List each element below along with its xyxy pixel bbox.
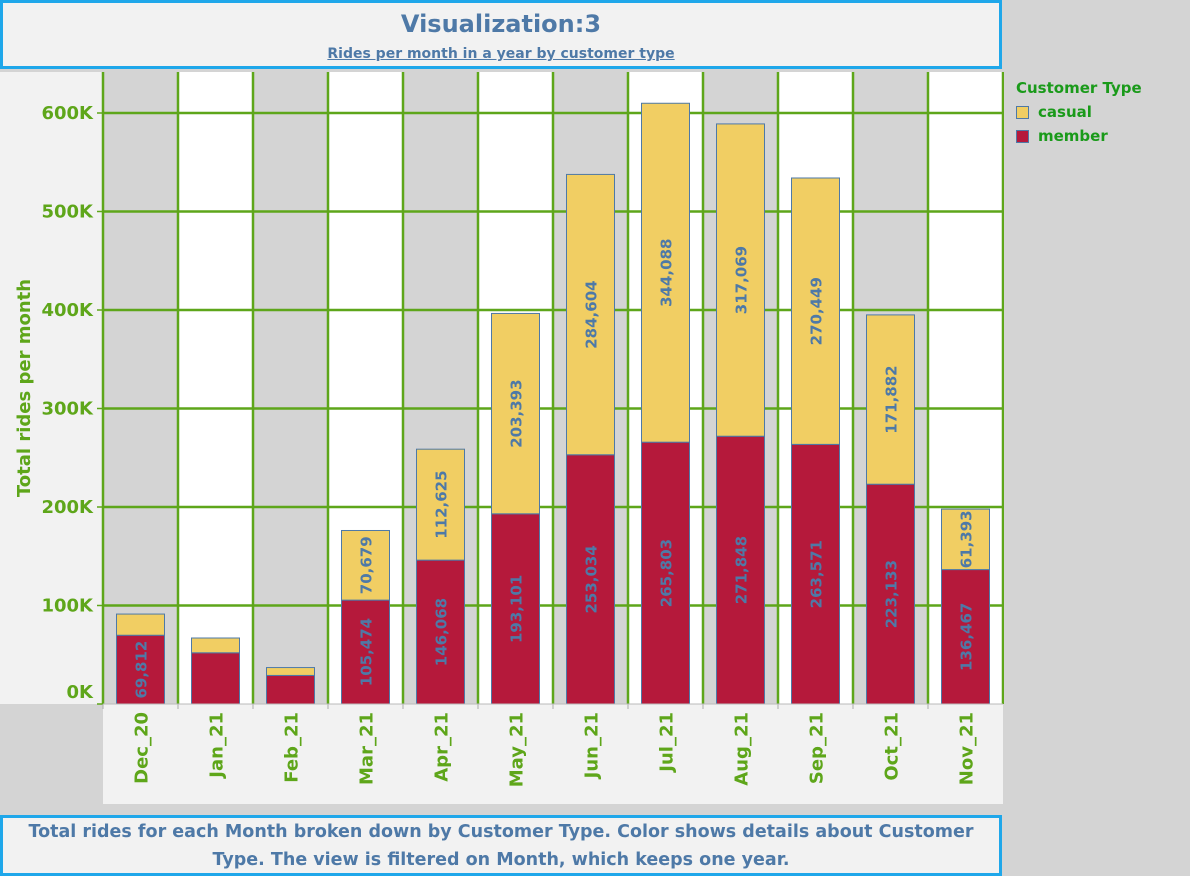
x-tick-label: Oct_21 [882, 712, 903, 781]
caption-panel: Total rides for each Month broken down b… [0, 815, 1002, 876]
data-label-member: 271,848 [733, 536, 751, 604]
data-label-casual: 203,393 [508, 379, 526, 447]
data-label-member: 253,034 [583, 545, 601, 613]
bar-casual [866, 314, 915, 485]
x-tick-label: Nov_21 [957, 712, 978, 785]
data-label-member: 263,571 [808, 540, 826, 608]
data-label-member: 265,803 [658, 539, 676, 607]
bar-casual [941, 508, 990, 571]
bar-casual [641, 102, 690, 443]
data-label-member: 146,068 [433, 598, 451, 666]
column-band [253, 72, 328, 704]
x-axis-panel [103, 704, 1003, 804]
data-label-casual: 284,604 [583, 280, 601, 348]
bar-member [341, 599, 390, 705]
legend-swatch-casual [1016, 105, 1029, 119]
page-subtitle[interactable]: Rides per month in a year by customer ty… [327, 46, 675, 62]
data-label-casual: 317,069 [733, 246, 751, 314]
x-tick-label: Jan_21 [207, 712, 228, 780]
bar-casual [416, 448, 465, 561]
bar-member [791, 443, 840, 705]
bar-member [641, 441, 690, 705]
x-tick-label: May_21 [507, 712, 528, 787]
data-label-casual: 344,088 [658, 239, 676, 307]
bar-member [941, 569, 990, 705]
x-tick-label: Mar_21 [357, 712, 378, 785]
legend-item-member[interactable]: member [1016, 127, 1142, 145]
bar-casual [266, 667, 315, 676]
bar-casual [491, 312, 540, 515]
y-tick-label: 400K [41, 300, 94, 321]
data-label-casual: 112,625 [433, 470, 451, 538]
legend-item-casual[interactable]: casual [1016, 103, 1142, 121]
x-tick-label: Aug_21 [732, 712, 753, 786]
column-band [178, 72, 253, 704]
caption-text: Total rides for each Month broken down b… [28, 821, 974, 870]
bar-casual [191, 637, 240, 654]
y-axis-title: Total rides per month [14, 279, 35, 497]
legend: Customer Type casual member [1016, 79, 1142, 145]
bar-member [191, 652, 240, 705]
y-axis-panel [0, 72, 103, 704]
bar-casual [716, 123, 765, 437]
data-label-casual: 270,449 [808, 277, 826, 345]
x-tick-label: Sep_21 [807, 712, 828, 784]
data-label-member: 223,133 [883, 560, 901, 628]
legend-label-member: member [1038, 127, 1108, 145]
data-label-member: 69,812 [133, 641, 151, 699]
x-tick-label: Dec_20 [132, 712, 153, 784]
bar-casual [791, 177, 840, 445]
legend-title: Customer Type [1016, 79, 1142, 97]
bar-casual [116, 613, 165, 636]
page-title: Visualization:3 [400, 10, 602, 38]
bar-member [491, 513, 540, 705]
bar-casual [341, 529, 390, 601]
data-label-member: 193,101 [508, 575, 526, 643]
column-band [103, 72, 178, 704]
x-tick-label: Jun_21 [582, 712, 603, 780]
data-label-casual: 70,679 [358, 536, 376, 594]
title-panel: Visualization:3 Rides per month in a yea… [0, 0, 1002, 69]
x-tick-label: Jul_21 [657, 712, 678, 774]
y-tick-label: 100K [41, 596, 94, 617]
bar-casual [566, 173, 615, 456]
stacked-bar-chart: 0K 100K 200K 300K 400K 500K 600K Total rides pe… [0, 72, 1004, 804]
x-tick-label: Feb_21 [282, 712, 303, 783]
x-tick-label: Apr_21 [432, 712, 453, 782]
bar-member [866, 483, 915, 705]
legend-swatch-member [1016, 129, 1029, 143]
data-label-casual: 61,393 [958, 510, 976, 568]
data-label-casual: 171,882 [883, 365, 901, 433]
y-tick-label: 500K [41, 202, 94, 223]
y-tick-label: 600K [41, 103, 94, 124]
bar-member [266, 674, 315, 705]
legend-label-casual: casual [1038, 103, 1092, 121]
y-tick-label: 0K [67, 682, 95, 703]
data-label-member: 105,474 [358, 618, 376, 686]
y-tick-label: 300K [41, 399, 94, 420]
y-tick-label: 200K [41, 497, 94, 518]
data-label-member: 136,467 [958, 603, 976, 671]
bar-member [716, 435, 765, 705]
bar-member [566, 454, 615, 705]
